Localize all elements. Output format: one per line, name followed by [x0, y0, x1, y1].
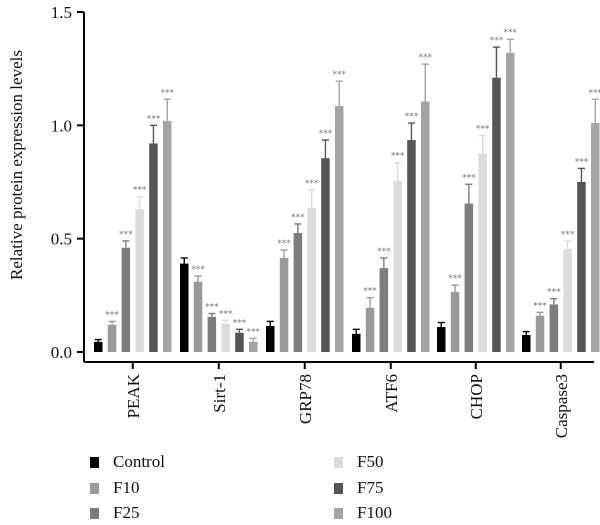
significance-label: *** — [205, 302, 219, 312]
significance-label: *** — [589, 88, 600, 98]
axes: 0.0 0.5 1.0 1.5 — [51, 3, 594, 369]
significance-label: *** — [575, 157, 589, 167]
significance-label: *** — [133, 186, 147, 196]
bar — [549, 304, 559, 352]
x-tick-label: Caspase3 — [552, 374, 571, 438]
y-tick-label: 1.5 — [51, 3, 72, 22]
significance-label: *** — [547, 288, 561, 298]
bar — [393, 180, 402, 352]
bar — [535, 315, 545, 352]
significance-label: *** — [533, 301, 547, 311]
bar — [293, 233, 303, 352]
bar — [591, 123, 600, 352]
y-tick-label: 1.0 — [51, 116, 72, 135]
x-tick-label: GRP78 — [296, 374, 315, 424]
bar — [478, 153, 487, 352]
bar — [352, 333, 361, 352]
significance-label: *** — [333, 70, 347, 80]
bar — [506, 52, 515, 353]
bar — [577, 182, 586, 352]
bar — [180, 263, 189, 352]
bars-layer: ****************************************… — [94, 28, 600, 353]
bar — [149, 143, 158, 352]
significance-label: *** — [504, 28, 518, 38]
significance-label: *** — [476, 125, 490, 135]
x-tick-label: CHOP — [467, 374, 486, 419]
bar — [207, 316, 217, 352]
significance-label: *** — [391, 152, 405, 162]
significance-label: *** — [363, 287, 377, 297]
significance-label: *** — [277, 239, 291, 249]
bar — [163, 120, 172, 352]
significance-label: *** — [319, 129, 333, 139]
significance-label: *** — [147, 114, 161, 124]
x-tick-label: Sirt-1 — [210, 374, 229, 413]
significance-label: *** — [119, 230, 133, 240]
bar — [421, 101, 430, 353]
significance-label: *** — [247, 327, 261, 337]
significance-label: *** — [448, 274, 462, 284]
bar — [121, 247, 131, 352]
bar — [379, 268, 389, 352]
y-tick-label: 0.0 — [51, 343, 72, 362]
bar — [522, 335, 531, 352]
significance-label: *** — [490, 36, 504, 46]
bar — [279, 257, 289, 352]
bar — [266, 325, 275, 352]
bar — [335, 106, 344, 352]
x-tick-label: PEAK — [124, 373, 143, 418]
significance-label: *** — [161, 88, 175, 98]
significance-label: *** — [291, 213, 305, 223]
bar — [249, 341, 258, 352]
bar — [450, 291, 460, 352]
bar — [221, 323, 230, 352]
bar — [321, 158, 330, 352]
y-axis-label: Relative protein expression levels — [7, 50, 26, 280]
bar — [107, 324, 117, 352]
significance-label: *** — [233, 318, 247, 328]
bar — [235, 332, 244, 352]
significance-label: *** — [419, 53, 433, 63]
bar — [307, 208, 316, 352]
x-tick-labels: PEAK Sirt-1 GRP78 ATF6 CHOP Caspase3 — [124, 373, 571, 438]
significance-label: *** — [191, 265, 205, 275]
bar — [437, 327, 446, 352]
significance-label: *** — [377, 247, 391, 257]
y-axis-label-group: Relative protein expression levels — [7, 50, 26, 280]
bar — [464, 203, 474, 352]
bar — [563, 248, 572, 352]
y-tick-label: 0.5 — [51, 230, 72, 249]
bar — [135, 209, 144, 352]
bar — [94, 341, 103, 352]
significance-label: *** — [219, 309, 233, 319]
significance-label: *** — [405, 112, 419, 122]
significance-label: *** — [305, 179, 319, 189]
bar — [492, 77, 501, 352]
significance-label: *** — [561, 230, 575, 240]
x-tick-label: ATF6 — [382, 374, 401, 413]
bar — [193, 281, 203, 352]
bar — [407, 140, 416, 352]
bar — [365, 307, 375, 352]
significance-label: *** — [105, 310, 119, 320]
significance-label: *** — [462, 173, 476, 183]
